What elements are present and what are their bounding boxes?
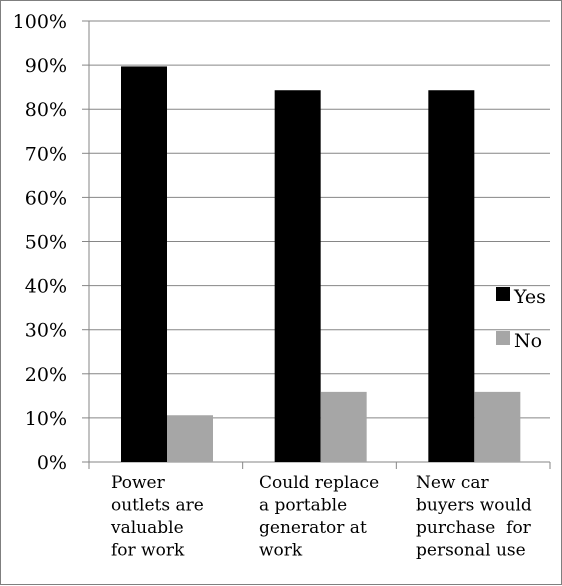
- y-tick-label: 20%: [25, 364, 67, 386]
- legend-swatch: [496, 331, 510, 345]
- y-tick-label: 90%: [25, 55, 67, 77]
- category-label: a portable: [259, 496, 347, 516]
- category-label: valuable: [110, 518, 184, 538]
- y-tick-label: 50%: [25, 232, 67, 254]
- category-label: Power: [111, 473, 166, 493]
- category-label: work: [259, 541, 303, 561]
- bar-no: [474, 391, 521, 462]
- category-label: personal use: [416, 541, 526, 561]
- category-label: New car: [416, 473, 490, 493]
- y-tick-label: 100%: [13, 11, 67, 33]
- category-label: outlets are: [111, 496, 204, 516]
- category-label: for work: [111, 541, 185, 561]
- y-tick-label: 10%: [25, 408, 67, 430]
- category-label: buyers would: [416, 496, 532, 516]
- bar-no: [167, 415, 213, 462]
- y-tick-label: 30%: [25, 320, 67, 342]
- bar-no: [320, 391, 367, 462]
- y-tick-label: 60%: [25, 187, 67, 209]
- y-tick-label: 80%: [25, 99, 67, 121]
- bar-yes: [428, 90, 475, 462]
- y-tick-label: 40%: [25, 276, 67, 298]
- category-label: purchase for: [416, 518, 532, 538]
- legend-label: No: [514, 330, 542, 352]
- bar-yes: [274, 90, 321, 462]
- category-label: generator at: [259, 518, 367, 538]
- y-tick-label: 70%: [25, 143, 67, 165]
- legend-swatch: [496, 287, 510, 301]
- y-tick-label: 0%: [37, 452, 67, 474]
- legend-label: Yes: [513, 286, 546, 308]
- bar-yes: [121, 66, 167, 462]
- category-label: Could replace: [259, 473, 379, 493]
